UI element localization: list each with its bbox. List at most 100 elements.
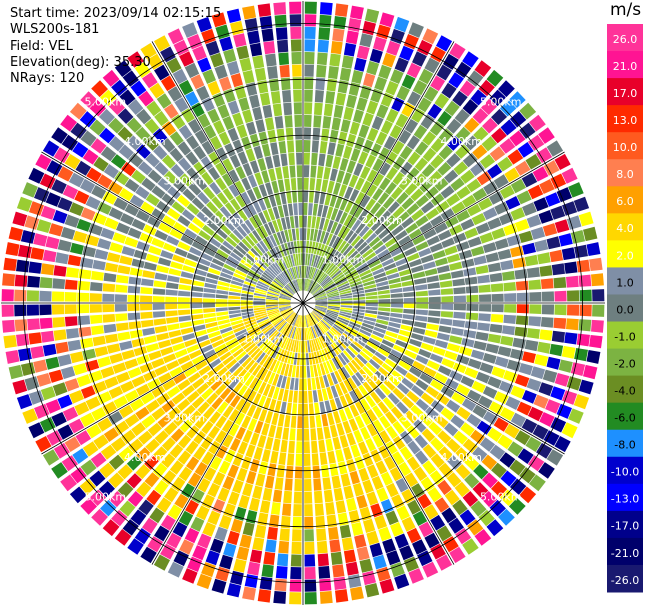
gate-cell <box>343 145 353 160</box>
gate-cell <box>201 206 214 219</box>
gate-cell <box>509 478 527 495</box>
gate-cell <box>144 136 159 151</box>
gate-cell <box>395 230 408 241</box>
gate-cell <box>345 247 356 259</box>
gate-cell <box>241 191 251 205</box>
gate-cell <box>345 347 356 359</box>
gate-cell <box>282 309 293 318</box>
gate-cell <box>307 215 312 228</box>
gate-cell <box>377 249 390 259</box>
gate-cell <box>287 351 293 364</box>
gate-cell <box>220 272 233 280</box>
gate-cell <box>201 140 214 155</box>
gate-cell <box>297 403 303 416</box>
gate-cell <box>366 408 378 422</box>
gate-cell <box>330 385 339 398</box>
gate-cell <box>42 449 60 466</box>
gate-cell <box>300 315 303 328</box>
gate-cell <box>272 386 280 400</box>
gate-cell <box>303 340 306 353</box>
gate-cell <box>315 324 323 336</box>
gate-cell <box>323 281 334 290</box>
gate-cell <box>364 583 380 598</box>
gate-cell <box>269 331 280 342</box>
gate-cell <box>380 471 393 486</box>
gate-cell <box>264 269 275 280</box>
gate-cell <box>352 340 364 350</box>
gate-cell <box>200 344 213 354</box>
gate-cell <box>303 403 309 416</box>
gate-cell <box>355 191 365 205</box>
gate-cell <box>225 236 238 248</box>
gate-cell <box>359 328 372 337</box>
gate-cell <box>343 485 354 500</box>
gate-cell <box>223 263 236 272</box>
gate-cell <box>245 444 256 458</box>
gate-cell <box>576 259 590 273</box>
gate-cell <box>127 491 144 507</box>
gate-cell <box>100 499 117 517</box>
gate-cell <box>324 284 336 292</box>
gate-cell <box>301 328 303 341</box>
gate-cell <box>333 274 345 283</box>
gate-cell <box>294 314 299 327</box>
gate-cell <box>329 168 338 182</box>
gate-cell <box>479 154 496 169</box>
gate-cell <box>328 249 337 261</box>
gate-cell <box>415 309 428 316</box>
gate-cell <box>449 370 463 382</box>
gate-cell <box>568 182 584 198</box>
gate-cell <box>249 377 259 390</box>
gate-cell <box>27 318 40 331</box>
gate-cell <box>249 549 263 564</box>
gate-cell <box>283 324 291 336</box>
gate-cell <box>303 152 310 165</box>
gate-cell <box>452 499 468 516</box>
gate-cell <box>241 136 252 150</box>
gate-cell <box>452 278 465 287</box>
gate-cell <box>177 241 191 252</box>
gate-cell <box>170 428 185 443</box>
gate-cell <box>376 24 391 40</box>
gate-cell <box>425 186 439 200</box>
gate-cell <box>156 265 170 274</box>
gate-cell <box>85 196 101 210</box>
gate-cell <box>135 186 150 200</box>
gate-cell <box>22 182 38 198</box>
gate-cell <box>203 293 216 298</box>
gate-cell <box>365 303 378 307</box>
gate-cell <box>178 290 191 297</box>
gate-cell <box>127 294 140 302</box>
gate-cell <box>5 242 20 256</box>
gate-cell <box>430 215 444 227</box>
gate-cell <box>395 339 408 349</box>
gate-cell <box>374 514 388 530</box>
gate-cell <box>342 350 353 361</box>
gate-cell <box>578 319 592 332</box>
gate-cell <box>252 537 265 551</box>
gate-cell <box>76 374 92 388</box>
gate-cell <box>247 345 259 356</box>
gate-cell <box>207 108 220 124</box>
gate-cell <box>90 138 107 154</box>
gate-cell <box>223 334 236 343</box>
gate-cell <box>236 546 250 561</box>
gate-cell <box>140 303 153 311</box>
gate-cell <box>514 160 531 176</box>
gate-cell <box>267 309 279 315</box>
gate-cell <box>319 578 332 592</box>
gate-cell <box>371 240 384 251</box>
gate-cell <box>487 333 502 344</box>
gate-cell <box>151 407 166 421</box>
gate-cell <box>242 5 256 20</box>
gate-cell <box>272 373 280 386</box>
gate-cell <box>386 550 401 566</box>
gate-cell <box>153 280 167 288</box>
gate-cell <box>280 191 287 205</box>
gate-cell <box>204 317 217 324</box>
gate-cell <box>266 343 276 356</box>
gate-cell <box>379 253 392 263</box>
gate-cell <box>401 197 415 210</box>
gate-cell <box>46 430 63 446</box>
gate-cell <box>307 266 311 279</box>
